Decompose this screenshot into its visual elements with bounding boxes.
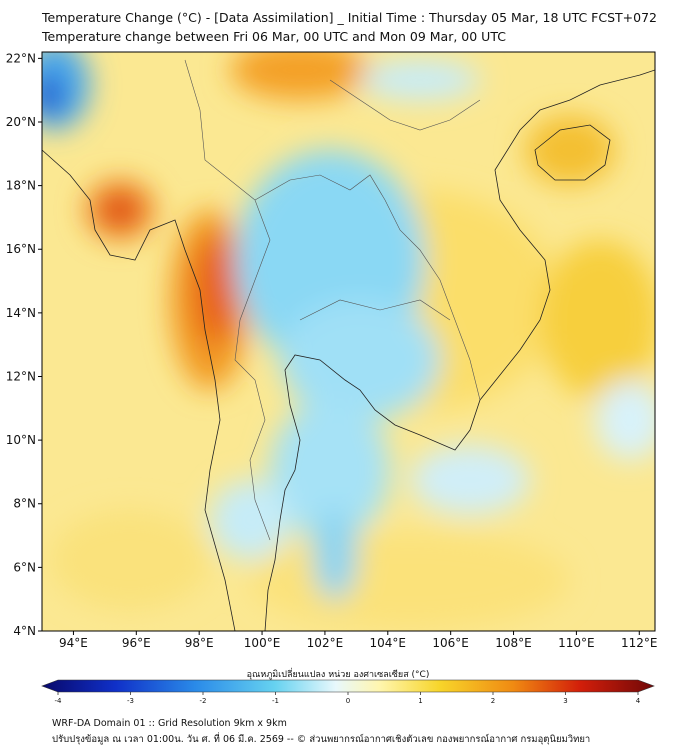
coastlines [42,69,655,631]
colorbar-tick-label: 2 [491,697,495,705]
colorbar-label: อุณหภูมิเปลี่ยนแปลง หน่วย องศาเซลเซียส (… [246,670,430,680]
lon-tick-label: 98°E [185,636,214,650]
lat-tick-label: 12°N [6,369,36,383]
longitude-axis: 94°E 96°E 98°E 100°E 102°E 104°E 106°E 108°E 110… [59,631,658,650]
colorbar: -4 -3 -2 -1 0 1 2 3 4 [41,679,655,705]
lat-tick-label: 16°N [6,242,36,256]
lat-tick-label: 8°N [13,497,36,511]
footer-model-info: WRF-DA Domain 01 :: Grid Resolution 9km … [52,718,287,729]
colorbar-tick-label: 0 [346,697,350,705]
map-title-line1: Temperature Change (°C) - [Data Assimila… [42,10,657,25]
lon-tick-label: 96°E [122,636,151,650]
colorbar-tick-label: 4 [636,697,641,705]
colorbar-tick-label: -1 [272,697,279,705]
lat-tick-label: 6°N [13,560,36,574]
map-title-line2: Temperature change between Fri 06 Mar, 0… [42,29,506,44]
map-frame [41,51,656,632]
lat-tick-label: 10°N [6,433,36,447]
colorbar-tick-label: -2 [200,697,207,705]
lon-tick-label: 104°E [370,636,407,650]
lat-tick-label: 20°N [6,115,36,129]
lon-tick-label: 94°E [59,636,88,650]
latitude-axis: 22°N 20°N 18°N 16°N 14°N 12°N 10°N 8°N 6°N 4°N [6,51,42,638]
colorbar-tick-label: -4 [55,697,63,705]
lat-tick-label: 22°N [6,51,36,65]
lon-tick-label: 108°E [495,636,532,650]
colorbar-tick-label: -3 [127,697,134,705]
colorbar-bar [41,679,655,693]
lon-tick-label: 100°E [244,636,281,650]
lon-tick-label: 112°E [621,636,658,650]
footer-credit: ปรับปรุงข้อมูล ณ เวลา 01:00น. วัน ศ. ที่… [52,734,591,745]
colorbar-ticks: -4 -3 -2 -1 0 1 2 3 4 [55,692,641,705]
lat-tick-label: 4°N [13,624,36,638]
colorbar-tick-label: 3 [563,697,567,705]
lat-tick-label: 14°N [6,306,36,320]
lon-tick-label: 106°E [432,636,469,650]
lon-tick-label: 102°E [307,636,344,650]
country-borders [184,59,481,541]
temperature-field [42,52,655,631]
lon-tick-label: 110°E [558,636,595,650]
colorbar-tick-label: 1 [418,697,422,705]
lat-tick-label: 18°N [6,179,36,193]
